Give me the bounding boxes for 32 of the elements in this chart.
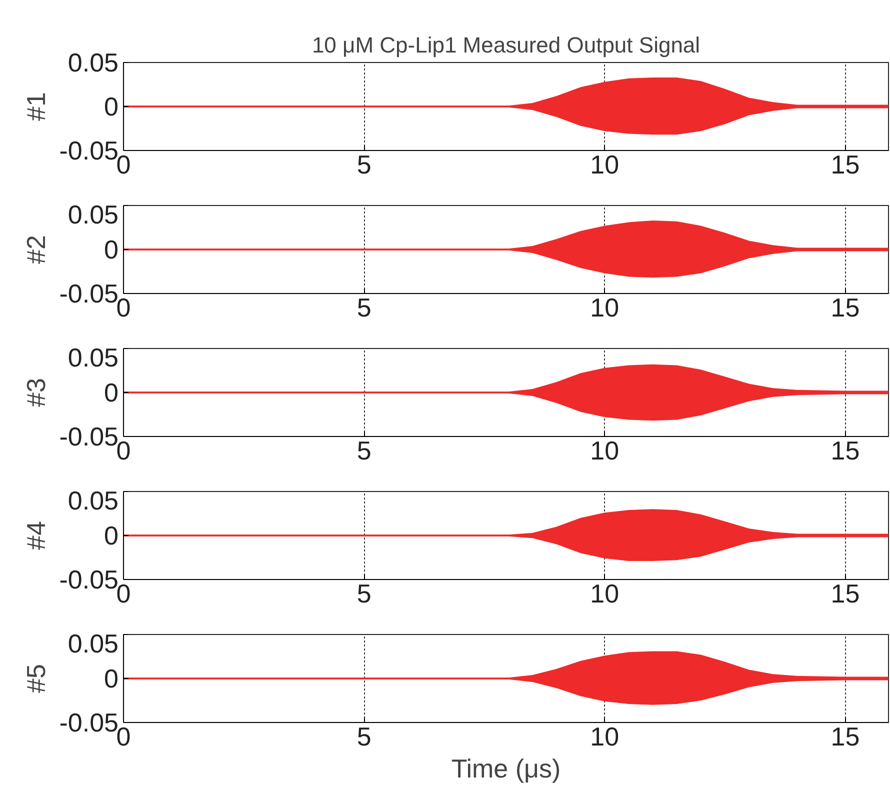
x-tick-label: 15 bbox=[830, 292, 860, 322]
x-tick-label: 5 bbox=[356, 150, 372, 180]
x-tick-label: 10 bbox=[590, 436, 620, 466]
y-tick-label: 0.05 bbox=[68, 342, 119, 372]
x-tick-label: 5 bbox=[356, 578, 372, 608]
x-tick-label: 10 bbox=[590, 150, 620, 180]
y-tick-label: 0.05 bbox=[68, 628, 119, 658]
x-axis-title: Time (μs) bbox=[451, 754, 561, 784]
y-axis-title: #2 bbox=[21, 235, 52, 264]
chart-title: 10 μM Cp-Lip1 Measured Output Signal bbox=[312, 32, 700, 58]
x-tick-label: 15 bbox=[830, 578, 860, 608]
x-tick-label: 10 bbox=[590, 578, 620, 608]
x-tick-label: 10 bbox=[590, 292, 620, 322]
y-tick-label: 0 bbox=[104, 92, 119, 122]
y-tick-label: 0.05 bbox=[68, 486, 119, 516]
y-tick-label: 0 bbox=[104, 378, 119, 408]
x-tick-label: 15 bbox=[830, 436, 860, 466]
y-tick-label: 0 bbox=[104, 234, 119, 264]
x-tick-label: 5 bbox=[356, 436, 372, 466]
y-axis-title: #5 bbox=[21, 664, 52, 693]
x-tick-label: 5 bbox=[356, 292, 372, 322]
y-tick-label: 0.05 bbox=[68, 200, 119, 230]
x-tick-label: 15 bbox=[830, 722, 860, 752]
y-tick-label: 0 bbox=[104, 520, 119, 550]
y-axis-title: #4 bbox=[21, 521, 52, 550]
y-axis-title: #1 bbox=[21, 92, 52, 121]
y-axis-title: #3 bbox=[21, 378, 52, 407]
x-tick-label: 10 bbox=[590, 722, 620, 752]
y-tick-label: 0 bbox=[104, 664, 119, 694]
x-tick-label: 5 bbox=[356, 722, 372, 752]
x-tick-label: 15 bbox=[830, 150, 860, 180]
y-tick-label: 0.05 bbox=[68, 48, 119, 78]
